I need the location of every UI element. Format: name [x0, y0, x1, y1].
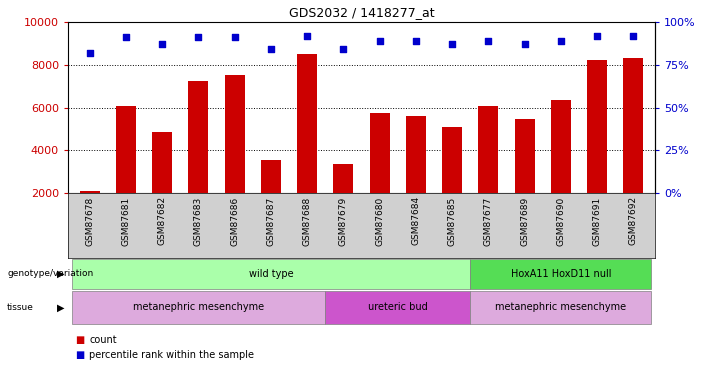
- Point: [156, 41, 168, 47]
- Text: count: count: [89, 335, 116, 345]
- Text: GSM87678: GSM87678: [86, 196, 94, 246]
- Text: GSM87689: GSM87689: [520, 196, 529, 246]
- Bar: [189, 81, 208, 193]
- Text: GSM87691: GSM87691: [592, 196, 601, 246]
- Text: GSM87677: GSM87677: [484, 196, 493, 246]
- Bar: [297, 54, 317, 193]
- Bar: [551, 100, 571, 193]
- Text: GSM87683: GSM87683: [194, 196, 203, 246]
- Bar: [261, 160, 281, 193]
- Text: HoxA11 HoxD11 null: HoxA11 HoxD11 null: [510, 269, 611, 279]
- Point: [627, 33, 639, 39]
- Text: metanephric mesenchyme: metanephric mesenchyme: [495, 303, 627, 312]
- Point: [555, 38, 566, 44]
- Bar: [442, 127, 462, 193]
- Text: ureteric bud: ureteric bud: [368, 303, 428, 312]
- Point: [121, 34, 132, 40]
- Text: GSM87682: GSM87682: [158, 196, 167, 245]
- Bar: [116, 106, 136, 193]
- Text: genotype/variation: genotype/variation: [7, 270, 93, 279]
- Bar: [325, 291, 470, 324]
- Text: percentile rank within the sample: percentile rank within the sample: [89, 350, 254, 360]
- Bar: [515, 119, 535, 193]
- Title: GDS2032 / 1418277_at: GDS2032 / 1418277_at: [289, 6, 435, 20]
- Bar: [478, 106, 498, 193]
- Text: GSM87679: GSM87679: [339, 196, 348, 246]
- Point: [193, 34, 204, 40]
- Text: GSM87687: GSM87687: [266, 196, 275, 246]
- Text: wild type: wild type: [249, 269, 293, 279]
- Text: ▶: ▶: [57, 303, 64, 312]
- Text: tissue: tissue: [7, 303, 34, 312]
- Text: GSM87688: GSM87688: [303, 196, 312, 246]
- Point: [410, 38, 421, 44]
- Point: [374, 38, 386, 44]
- Point: [592, 33, 603, 39]
- Text: GSM87685: GSM87685: [447, 196, 456, 246]
- Text: GSM87681: GSM87681: [121, 196, 130, 246]
- Bar: [72, 259, 470, 290]
- Text: GSM87692: GSM87692: [629, 196, 638, 245]
- Bar: [334, 164, 353, 193]
- Text: GSM87680: GSM87680: [375, 196, 384, 246]
- Bar: [72, 291, 325, 324]
- Point: [229, 34, 240, 40]
- Text: metanephric mesenchyme: metanephric mesenchyme: [133, 303, 264, 312]
- Point: [447, 41, 458, 47]
- Text: ■: ■: [75, 335, 84, 345]
- Text: ▶: ▶: [57, 269, 64, 279]
- Point: [84, 50, 95, 56]
- Point: [301, 33, 313, 39]
- Bar: [587, 60, 607, 193]
- Text: ■: ■: [75, 350, 84, 360]
- Text: GSM87684: GSM87684: [411, 196, 421, 245]
- Bar: [369, 113, 390, 193]
- Point: [338, 46, 349, 53]
- Bar: [152, 132, 172, 193]
- Bar: [225, 75, 245, 193]
- Bar: [623, 58, 644, 193]
- Bar: [470, 291, 651, 324]
- Bar: [406, 116, 426, 193]
- Point: [265, 46, 276, 53]
- Bar: [80, 191, 100, 193]
- Bar: [470, 259, 651, 290]
- Text: GSM87686: GSM87686: [230, 196, 239, 246]
- Point: [483, 38, 494, 44]
- Text: GSM87690: GSM87690: [557, 196, 565, 246]
- Point: [519, 41, 530, 47]
